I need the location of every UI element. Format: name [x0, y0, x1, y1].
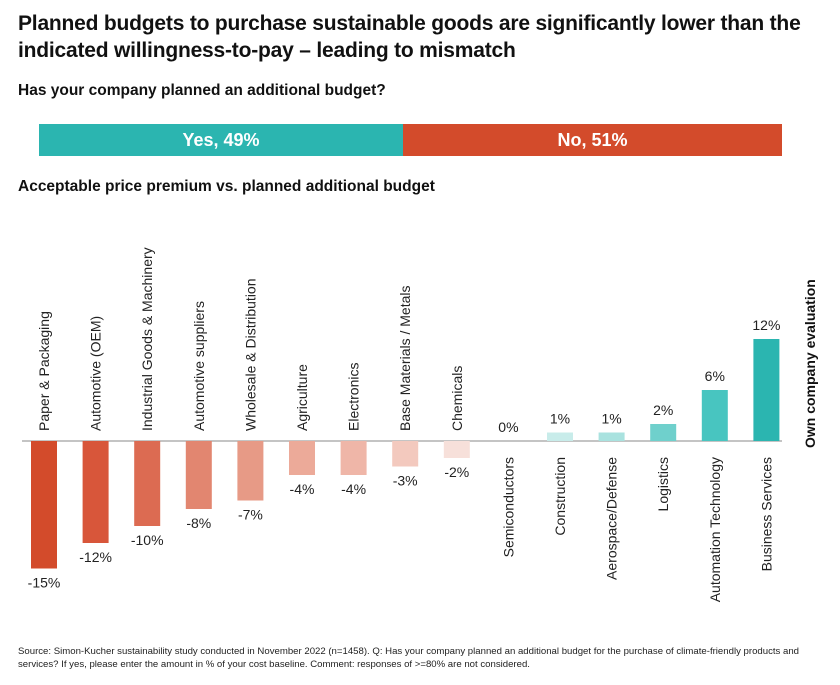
bar-6 — [340, 441, 367, 475]
bar-11 — [598, 432, 625, 441]
bar-1 — [82, 441, 109, 543]
budget-question: Has your company planned an additional b… — [18, 82, 386, 99]
category-label-12: Logistics — [655, 457, 671, 511]
bar-4 — [237, 441, 264, 501]
value-label-2: -10% — [131, 532, 164, 548]
category-label-0: Paper & Packaging — [36, 311, 52, 431]
category-label-11: Aerospace/Defense — [604, 457, 620, 580]
bar-2 — [134, 441, 161, 526]
value-label-10: 1% — [550, 411, 570, 427]
bar-13 — [701, 390, 728, 441]
value-label-4: -7% — [238, 507, 263, 523]
category-label-2: Industrial Goods & Machinery — [139, 247, 155, 431]
category-label-10: Construction — [552, 457, 568, 536]
value-label-6: -4% — [341, 481, 366, 497]
category-label-5: Agriculture — [294, 364, 310, 431]
value-label-11: 1% — [601, 411, 621, 427]
chart-title: Planned budgets to purchase sustainable … — [18, 12, 801, 62]
source-note: Source: Simon-Kucher sustainability stud… — [18, 646, 800, 670]
value-label-5: -4% — [290, 481, 315, 497]
category-label-1: Automotive (OEM) — [88, 316, 104, 431]
chart-subtitle: Acceptable price premium vs. planned add… — [18, 178, 435, 195]
value-label-1: -12% — [79, 549, 112, 565]
no-segment: No, 51% — [403, 124, 782, 156]
value-label-0: -15% — [28, 575, 61, 591]
value-label-9: 0% — [498, 419, 518, 435]
value-label-14: 12% — [752, 317, 780, 333]
bar-7 — [392, 441, 419, 467]
value-label-12: 2% — [653, 402, 673, 418]
bar-3 — [185, 441, 212, 509]
category-label-13: Automation Technology — [707, 457, 723, 602]
category-label-14: Business Services — [758, 457, 774, 571]
bar-5 — [289, 441, 315, 475]
bar-0 — [31, 441, 57, 569]
value-label-8: -2% — [444, 464, 469, 480]
category-label-4: Wholesale & Distribution — [242, 278, 258, 431]
value-label-7: -3% — [393, 473, 418, 489]
y-axis-label: Own company evaluation — [802, 279, 818, 448]
bar-8 — [443, 441, 470, 458]
bar-10 — [547, 432, 573, 441]
bar-14 — [753, 339, 780, 441]
category-label-3: Automotive suppliers — [191, 301, 207, 431]
category-label-8: Chemicals — [449, 366, 465, 431]
yes-segment: Yes, 49% — [39, 124, 404, 156]
budget-split-bar: Yes, 49% No, 51% — [39, 124, 782, 156]
value-label-13: 6% — [705, 368, 725, 384]
category-label-9: Semiconductors — [500, 457, 516, 557]
price-premium-chart: -15% Paper & Packaging -12% Automotive (OEM… — [22, 247, 818, 602]
category-label-7: Base Materials / Metals — [397, 286, 413, 432]
value-label-3: -8% — [186, 515, 211, 531]
bar-12 — [650, 424, 677, 441]
category-label-6: Electronics — [346, 363, 362, 431]
